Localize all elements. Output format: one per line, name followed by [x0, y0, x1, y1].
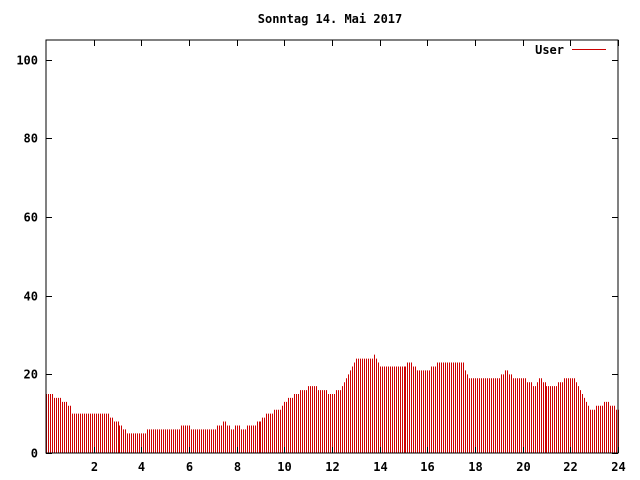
legend-label: User: [535, 43, 564, 57]
y-tick-label: 100: [16, 54, 38, 68]
x-tick-label: 12: [325, 460, 339, 474]
y-tick-label: 60: [24, 211, 38, 225]
x-tick-label: 4: [138, 460, 145, 474]
x-tick-label: 2: [91, 460, 98, 474]
y-tick-label: 0: [31, 447, 38, 461]
legend: User: [535, 43, 606, 57]
x-tick-label: 10: [277, 460, 291, 474]
y-tick-label: 40: [24, 290, 38, 304]
x-tick-label: 14: [373, 460, 387, 474]
y-tick-label: 20: [24, 368, 38, 382]
x-tick-label: 8: [234, 460, 241, 474]
plot-frame: [45, 39, 619, 454]
y-tick-label: 80: [24, 132, 38, 146]
x-tick-label: 18: [468, 460, 482, 474]
x-tick-label: 24: [611, 460, 625, 474]
x-tick-label: 22: [563, 460, 577, 474]
x-tick-label: 16: [420, 460, 434, 474]
chart-title: Sonntag 14. Mai 2017: [258, 12, 403, 26]
bars-layer: [46, 354, 619, 453]
x-tick-label: 6: [186, 460, 193, 474]
x-tick-label: 20: [516, 460, 530, 474]
